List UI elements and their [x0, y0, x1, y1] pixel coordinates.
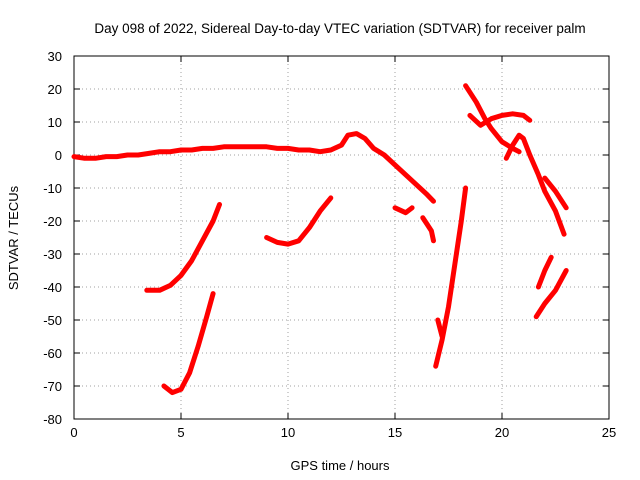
series-track-3 [161, 291, 216, 396]
y-tick-label: -20 [43, 214, 62, 229]
x-tick-label: 25 [602, 425, 616, 440]
series-track-6 [420, 215, 436, 244]
chart-title: Day 098 of 2022, Sidereal Day-to-day VTE… [94, 21, 585, 36]
series-track-14 [535, 254, 554, 290]
series-track-4 [264, 195, 334, 247]
y-tick-label: -40 [43, 280, 62, 295]
x-tick-label: 0 [70, 425, 77, 440]
series-track-8 [435, 317, 445, 339]
y-tick-label: -70 [43, 379, 62, 394]
y-tick-label: 20 [48, 82, 62, 97]
series-track-2 [144, 202, 222, 293]
y-tick-label: -60 [43, 346, 62, 361]
series-track-13 [533, 268, 569, 320]
series-track-1 [71, 131, 436, 204]
y-tick-label: 0 [55, 148, 62, 163]
series-track-12 [542, 175, 569, 211]
grid-layer [74, 56, 609, 419]
x-tick-label: 5 [177, 425, 184, 440]
y-tick-label: -10 [43, 181, 62, 196]
y-tick-label: 30 [48, 49, 62, 64]
y-tick-label: -30 [43, 247, 62, 262]
series-track-5 [392, 205, 415, 216]
series-layer [71, 83, 569, 396]
y-tick-label: -50 [43, 313, 62, 328]
x-axis-label: GPS time / hours [291, 458, 390, 473]
x-tick-label: 20 [495, 425, 509, 440]
y-axis-label: SDTVAR / TECUs [6, 185, 21, 290]
tick-layer: 0 5 10 15 20 25 -80 -70 -60 -50 -40 -30 -20 -10 0 10 20 3… [43, 49, 616, 440]
x-tick-label: 10 [281, 425, 295, 440]
series-track-7 [433, 185, 469, 369]
plot-frame [73, 55, 610, 420]
y-tick-label: 10 [48, 115, 62, 130]
y-tick-label: -80 [43, 412, 62, 427]
x-tick-label: 15 [388, 425, 402, 440]
series-track-11 [503, 132, 567, 237]
series-track-10 [467, 111, 533, 128]
